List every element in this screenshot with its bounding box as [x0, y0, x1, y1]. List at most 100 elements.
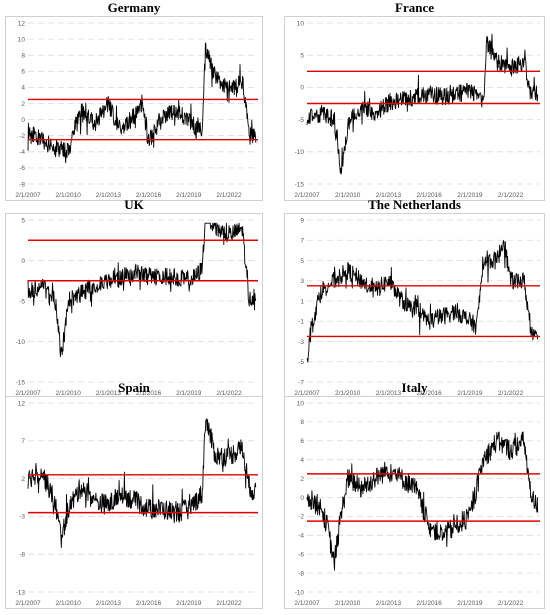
chart-panel: The Netherlands -7 -5 -3 -1 1 3 5 7 9 2/1/2007 2/1/…: [284, 197, 545, 399]
series-line: [27, 418, 257, 549]
x-tick-label: 2/1/2019: [457, 390, 483, 397]
y-tick-label: 2: [21, 101, 25, 108]
x-tick-label: 2/1/2013: [96, 390, 122, 397]
y-tick-label: 7: [21, 438, 25, 445]
series-line: [306, 240, 539, 363]
chart-panel: UK -15 -10 -5 0 5 2/1/2007 2/1/2010 2/1/2013 2/1/…: [5, 197, 263, 399]
chart-panel: Spain -13 -8 -3 2 7 12 2/1/2007 2/1/2010 2/1/2013…: [5, 380, 263, 609]
chart-panel: France -15 -10 -5 0 5 10 2/1/2007 2/1/2010 2/1/20…: [284, 0, 545, 201]
series-line: [306, 33, 539, 175]
y-tick-label: 0: [300, 495, 304, 502]
y-tick-label: -1: [298, 319, 304, 326]
y-tick-label: -10: [16, 339, 26, 346]
series-line: [27, 222, 257, 358]
plot-area: -10 -8 -6 -4 -2 0 2 4 6 8 10 2/1/2007 2/1/2010 2/1/20…: [284, 396, 545, 609]
line-chart: -15 -10 -5 0 5 2/1/2007 2/1/2010 2/1/2013 2/1/20…: [15, 217, 258, 397]
y-tick-label: 10: [297, 20, 305, 27]
plot-area: -13 -8 -3 2 7 12 2/1/2007 2/1/2010 2/1/2013 2/1/2…: [5, 396, 263, 609]
y-tick-label: 9: [300, 217, 304, 224]
chart-title: Italy: [401, 380, 428, 395]
y-tick-label: -7: [298, 379, 304, 386]
y-tick-label: 4: [21, 85, 25, 92]
x-tick-label: 2/1/2019: [457, 192, 483, 199]
x-tick-label: 2/1/2019: [176, 600, 202, 607]
x-tick-label: 2/1/2019: [176, 390, 202, 397]
y-tick-label: 3: [300, 278, 304, 285]
x-tick-label: 2/1/2010: [56, 600, 82, 607]
x-tick-label: 2/1/2016: [416, 390, 442, 397]
plot-area: -8 -6 -4 -2 0 2 4 6 8 10 12 2/1/2007 2/1/2010 2/1/201…: [5, 16, 263, 201]
x-tick-label: 2/1/2013: [376, 192, 402, 199]
x-tick-label: 2/1/2010: [335, 390, 361, 397]
x-tick-label: 2/1/2022: [498, 192, 524, 199]
y-tick-label: -5: [19, 298, 25, 305]
chart-title: Germany: [107, 0, 161, 15]
y-tick-label: -2: [298, 514, 304, 521]
x-tick-label: 2/1/2007: [15, 192, 41, 199]
y-tick-label: -2: [19, 133, 25, 140]
y-tick-label: -5: [298, 359, 304, 366]
x-tick-label: 2/1/2016: [416, 600, 442, 607]
y-tick-label: -6: [298, 552, 304, 559]
y-tick-label: 7: [300, 238, 304, 245]
x-tick-label: 2/1/2016: [416, 192, 442, 199]
y-tick-label: 5: [21, 217, 25, 224]
y-tick-label: 0: [300, 85, 304, 92]
y-tick-label: -10: [295, 589, 305, 596]
y-tick-label: -4: [19, 149, 25, 156]
y-tick-label: 8: [300, 419, 304, 426]
y-tick-label: 8: [21, 53, 25, 60]
y-tick-label: -8: [19, 552, 25, 559]
x-tick-label: 2/1/2022: [498, 600, 524, 607]
x-tick-label: 2/1/2022: [216, 192, 242, 199]
x-tick-label: 2/1/2010: [56, 192, 82, 199]
y-tick-label: 12: [18, 400, 26, 407]
line-chart: -15 -10 -5 0 5 10 2/1/2007 2/1/2010 2/1/2013 2/1/…: [294, 20, 540, 199]
x-tick-label: 2/1/2007: [15, 390, 41, 397]
x-tick-label: 2/1/2022: [216, 600, 242, 607]
y-tick-label: 5: [300, 258, 304, 265]
line-chart: -10 -8 -6 -4 -2 0 2 4 6 8 10 2/1/2007 2/1/2010 2/1/20…: [294, 400, 540, 607]
line-chart: -13 -8 -3 2 7 12 2/1/2007 2/1/2010 2/1/2013 2/1/2…: [15, 400, 258, 607]
x-tick-label: 2/1/2013: [376, 390, 402, 397]
y-tick-label: 2: [300, 476, 304, 483]
x-tick-label: 2/1/2007: [294, 600, 320, 607]
plot-area: -15 -10 -5 0 5 2/1/2007 2/1/2010 2/1/2013 2/1/20…: [5, 213, 263, 399]
x-tick-label: 2/1/2013: [96, 600, 122, 607]
chart-title: Spain: [118, 380, 150, 395]
series-line: [27, 42, 257, 164]
x-tick-label: 2/1/2016: [136, 390, 162, 397]
y-tick-label: 1: [300, 298, 304, 305]
x-tick-label: 2/1/2022: [498, 390, 524, 397]
y-tick-label: 6: [300, 438, 304, 445]
chart-panel: Italy -10 -8 -6 -4 -2 0 2 4 6 8 10 2/1/2007 2/1/2010 2…: [284, 380, 545, 609]
y-tick-label: -15: [295, 181, 305, 188]
y-tick-label: -6: [19, 165, 25, 172]
y-tick-label: -13: [16, 589, 26, 596]
y-tick-label: 4: [300, 457, 304, 464]
y-tick-label: 0: [21, 117, 25, 124]
chart-title: The Netherlands: [368, 197, 461, 212]
y-tick-label: -4: [298, 533, 304, 540]
y-tick-label: -5: [298, 117, 304, 124]
y-tick-label: -8: [298, 570, 304, 577]
y-tick-label: 6: [21, 69, 25, 76]
y-tick-label: -10: [295, 149, 305, 156]
series-line: [306, 431, 539, 571]
x-tick-label: 2/1/2007: [294, 192, 320, 199]
x-tick-label: 2/1/2013: [376, 600, 402, 607]
y-tick-label: 10: [297, 400, 305, 407]
y-tick-label: -3: [298, 339, 304, 346]
y-tick-label: -8: [19, 181, 25, 188]
x-tick-label: 2/1/2022: [216, 390, 242, 397]
y-tick-label: 12: [18, 20, 26, 27]
plot-area: -7 -5 -3 -1 1 3 5 7 9 2/1/2007 2/1/2010 2/1/2013 2/1…: [284, 213, 545, 399]
x-tick-label: 2/1/2010: [335, 600, 361, 607]
x-tick-label: 2/1/2016: [136, 600, 162, 607]
x-tick-label: 2/1/2013: [96, 192, 122, 199]
y-tick-label: 0: [21, 258, 25, 265]
chart-panel: Germany -8 -6 -4 -2 0 2 4 6 8 10 12 2/1/2007 2/1/2010…: [5, 0, 263, 201]
chart-title: France: [395, 0, 434, 15]
y-tick-label: -3: [19, 514, 25, 521]
y-tick-label: 10: [18, 36, 26, 43]
